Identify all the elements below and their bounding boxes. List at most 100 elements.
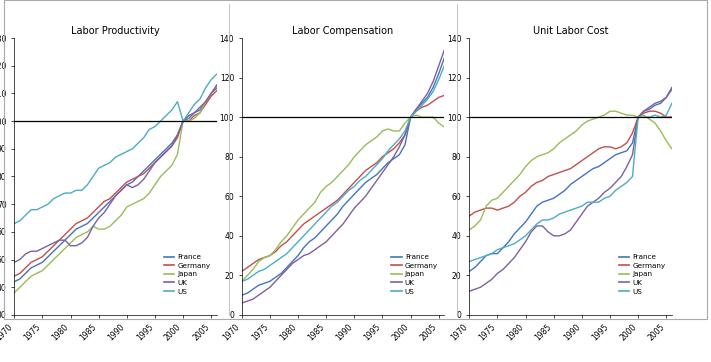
Germany (482, 206, 491, 210)
UK (538, 224, 547, 228)
Germany (378, 155, 387, 159)
UK (77, 241, 86, 245)
France (196, 108, 204, 112)
France (639, 109, 648, 113)
US (423, 97, 432, 101)
Germany (145, 166, 154, 171)
US (260, 267, 269, 272)
Japan (168, 163, 176, 168)
UK (498, 267, 507, 272)
US (412, 109, 420, 113)
Japan (390, 129, 398, 133)
Japan (117, 213, 125, 218)
US (623, 180, 631, 185)
Japan (378, 129, 387, 133)
Japan (488, 198, 496, 202)
Japan (77, 232, 86, 237)
France (482, 253, 491, 258)
Japan (145, 191, 154, 195)
Germany (338, 192, 347, 197)
US (237, 279, 246, 283)
US (440, 64, 449, 68)
Line: Japan: Japan (14, 85, 217, 293)
UK (623, 164, 631, 169)
Germany (95, 205, 103, 209)
US (555, 212, 564, 216)
UK (589, 200, 597, 205)
France (201, 100, 210, 104)
France (566, 182, 574, 186)
Germany (156, 155, 165, 159)
UK (577, 212, 586, 216)
UK (178, 119, 187, 123)
France (89, 216, 97, 220)
Japan (515, 172, 524, 177)
France (471, 265, 479, 270)
US (145, 127, 154, 131)
Japan (662, 139, 670, 143)
US (305, 228, 314, 232)
US (533, 222, 541, 226)
US (583, 200, 592, 205)
France (100, 205, 109, 209)
France (662, 95, 670, 100)
France (305, 240, 314, 244)
Germany (128, 177, 137, 181)
UK (645, 105, 653, 109)
US (49, 197, 58, 201)
US (356, 178, 364, 182)
US (384, 148, 392, 153)
France (550, 196, 558, 201)
Germany (100, 199, 109, 203)
Japan (207, 91, 215, 96)
UK (249, 297, 257, 301)
UK (350, 206, 358, 210)
UK (510, 256, 518, 260)
Japan (184, 119, 193, 123)
Germany (656, 111, 665, 115)
Line: UK: UK (242, 50, 444, 303)
US (471, 257, 479, 262)
Germany (384, 151, 392, 155)
Japan (606, 109, 614, 113)
US (600, 196, 609, 201)
Japan (395, 129, 404, 133)
Japan (561, 137, 570, 141)
UK (288, 261, 296, 266)
UK (406, 115, 415, 119)
France (390, 156, 398, 161)
Japan (533, 155, 541, 159)
Japan (465, 228, 474, 232)
Germany (498, 206, 507, 210)
US (106, 160, 114, 165)
Germany (299, 222, 308, 226)
Germany (429, 99, 437, 104)
France (277, 271, 285, 275)
UK (423, 91, 432, 96)
Japan (128, 202, 137, 206)
Germany (373, 160, 381, 165)
Japan (555, 141, 564, 145)
US (515, 237, 524, 242)
Germany (207, 94, 215, 98)
UK (151, 160, 159, 165)
Germany (21, 266, 30, 270)
Japan (645, 117, 653, 121)
Japan (384, 127, 392, 131)
UK (338, 222, 347, 226)
Japan (471, 224, 479, 228)
Germany (629, 131, 637, 135)
US (316, 216, 325, 220)
France (440, 56, 449, 60)
Japan (611, 109, 620, 113)
Germany (356, 174, 364, 179)
France (395, 152, 404, 157)
UK (634, 115, 642, 119)
US (390, 143, 398, 147)
Germany (417, 105, 426, 109)
US (207, 77, 215, 82)
US (243, 277, 252, 282)
Japan (43, 263, 52, 267)
UK (572, 220, 580, 224)
Germany (266, 253, 274, 258)
